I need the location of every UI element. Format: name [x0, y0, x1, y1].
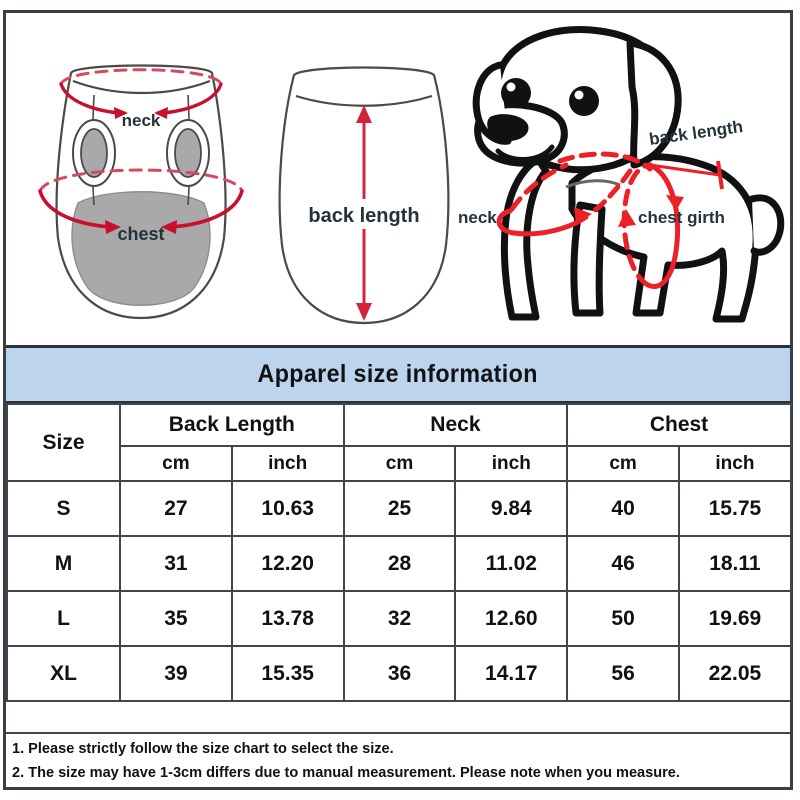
cell-chest-inch: 15.75: [678, 480, 792, 537]
cell-size: S: [6, 480, 121, 537]
cell-chest-cm: 46: [566, 535, 680, 592]
table-row: XL 39 15.35 36 14.17 56 22.05: [6, 645, 792, 702]
dog-tail: [748, 194, 785, 256]
cell-neck-inch: 11.02: [454, 535, 569, 592]
illustration-band: neck chest: [6, 13, 790, 345]
chart-frame: neck chest: [3, 10, 793, 790]
header-unit-neck-inch: inch: [454, 445, 569, 482]
cell-neck-cm: 25: [342, 480, 457, 537]
cell-size: XL: [6, 645, 121, 702]
table-unit-header-row: cm inch cm inch cm inch: [7, 445, 792, 482]
dog-back-length-endtick: [716, 160, 724, 190]
header-unit-back-length-inch: inch: [230, 445, 345, 482]
cell-neck-cm: 36: [342, 645, 457, 702]
cell-chest-inch: 19.69: [678, 590, 792, 647]
dog-chest-leader-dashed: [591, 168, 633, 214]
dog-chest-girth-label: chest girth: [638, 208, 725, 227]
dog-body: [568, 153, 760, 323]
neck-label: neck: [122, 111, 161, 130]
table-row: M 31 12.20 28 11.02 46 18.11: [6, 535, 792, 592]
cell-chest-cm: 50: [566, 590, 680, 647]
dog-mouth: [495, 144, 555, 163]
garment-body-fill: [71, 191, 211, 306]
cell-back-length-inch: 13.78: [230, 590, 345, 647]
cell-neck-inch: 14.17: [454, 645, 569, 702]
cell-chest-cm: 40: [566, 480, 680, 537]
garment-collar-line: [72, 79, 211, 95]
armhole-left-inner: [80, 128, 108, 178]
dog-neck-dashed: [509, 162, 569, 212]
dog-neck-arrow: [574, 207, 592, 223]
table-group-header-row: Size Back Length Neck Chest: [6, 403, 792, 482]
neck-arrow-left: [154, 107, 168, 119]
note-line-1: 1. Please strictly follow the size chart…: [12, 740, 394, 757]
cell-back-length-cm: 27: [119, 480, 233, 537]
header-group-chest: Chest: [566, 403, 792, 447]
cell-chest-inch: 18.11: [678, 535, 792, 592]
dog-nose: [487, 114, 529, 142]
cell-neck-cm: 28: [342, 535, 457, 592]
dog-back-length-leader: [649, 163, 721, 177]
cell-neck-cm: 32: [342, 590, 457, 647]
cell-back-length-cm: 39: [119, 645, 233, 702]
cell-back-length-cm: 31: [119, 535, 233, 592]
dog-eye-left: [501, 78, 531, 108]
dog-chest-girth-front: [645, 162, 681, 289]
dog-chest-girth-back: [621, 162, 653, 288]
back-length-arrow-up: [356, 105, 372, 123]
header-group-back-length: Back Length: [119, 403, 345, 447]
dog-fur-stroke: [565, 179, 621, 189]
dog-eye-right: [569, 86, 599, 116]
page-title: Apparel size information: [257, 360, 539, 388]
footer-notes: 1. Please strictly follow the size chart…: [6, 732, 790, 787]
dog-eye-left-highlight: [506, 82, 516, 92]
dog-ear-right: [626, 39, 682, 169]
garment-front-view: neck chest: [16, 13, 266, 345]
dog-chest-girth-arrow-down: [666, 195, 684, 211]
neck-measure-dashed: [59, 68, 223, 86]
dog-front-leg-far: [570, 201, 606, 317]
dog-measurement-illustration: back length neck chest girth: [454, 13, 790, 345]
header-unit-neck-cm: cm: [342, 445, 457, 482]
armhole-right-inner: [174, 128, 202, 178]
note-line-2: 2. The size may have 1-3cm differs due t…: [12, 764, 680, 781]
header-group-neck: Neck: [342, 403, 569, 447]
chest-arrow-left: [161, 220, 177, 234]
back-length-label-backdrop: [294, 199, 436, 229]
cell-chest-inch: 22.05: [678, 645, 792, 702]
header-unit-chest-cm: cm: [566, 445, 680, 482]
dog-chest-girth-arrow-up: [618, 209, 636, 227]
dog-eye-right-highlight: [574, 90, 584, 100]
cell-size: M: [6, 535, 121, 592]
cell-size: L: [6, 590, 121, 647]
chest-measure-dashed: [38, 168, 244, 193]
size-table: Size Back Length Neck Chest cm inch cm i…: [6, 403, 792, 702]
header-unit-back-length-cm: cm: [119, 445, 233, 482]
cell-back-length-inch: 15.35: [230, 645, 345, 702]
header-size: Size: [6, 403, 121, 482]
header-unit-chest-inch: inch: [678, 445, 792, 482]
table-title-bar: Apparel size information: [6, 345, 790, 403]
cell-back-length-inch: 10.63: [230, 480, 345, 537]
cell-neck-inch: 12.60: [454, 590, 569, 647]
dog-front-leg-near: [500, 155, 550, 321]
dog-neck-label: neck: [458, 208, 497, 227]
neck-arrow-right: [114, 107, 128, 119]
dog-neck-loop: [496, 208, 589, 237]
cell-neck-inch: 9.84: [454, 480, 569, 537]
back-length-label: back length: [308, 205, 419, 227]
table-row: L 35 13.78 32 12.60 50 19.69: [6, 590, 792, 647]
cell-back-length-cm: 35: [119, 590, 233, 647]
garment-back-view: back length: [256, 13, 471, 345]
chest-label: chest: [117, 224, 164, 244]
chest-arrow-right: [105, 220, 121, 234]
back-length-arrow-down: [356, 303, 372, 321]
cell-chest-cm: 56: [566, 645, 680, 702]
table-row: S 27 10.63 25 9.84 40 15.75: [6, 480, 792, 537]
cell-back-length-inch: 12.20: [230, 535, 345, 592]
